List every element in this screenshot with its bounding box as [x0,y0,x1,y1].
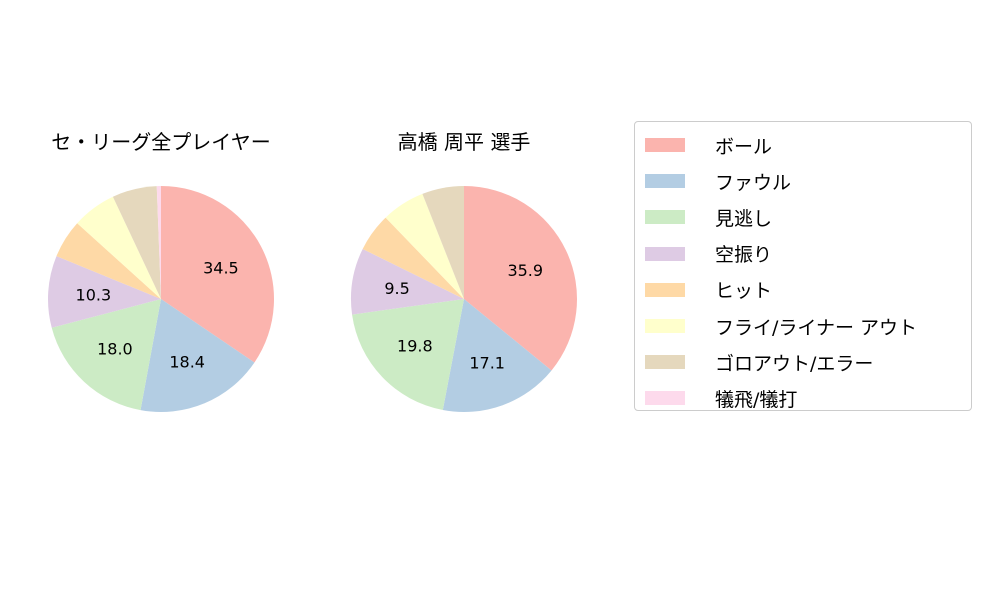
legend-item: 犠飛/犠打 [635,380,971,416]
legend-item: フライ/ライナー アウト [635,308,971,344]
pie-label-0-0: 34.5 [203,258,239,277]
legend: ボールファウル見逃し空振りヒットフライ/ライナー アウト ゴロアウト/エラー 犠飛/… [634,121,972,411]
pie-slice-0-5 [77,196,161,299]
legend-label: ファウル [715,171,792,194]
legend-label: ボール [715,135,773,158]
legend-swatch [645,355,685,370]
pie-slice-0-6 [112,186,161,299]
pie-label-1-0: 35.9 [507,261,543,280]
legend-label: ゴロアウト/エラー [715,352,874,375]
legend-label: 見逃し [715,207,773,230]
legend-item: ゴロアウト/エラー [635,344,971,380]
pie-label-1-3: 9.5 [384,279,409,298]
pie-label-1-2: 19.8 [397,337,433,356]
legend-swatch [645,246,685,261]
legend-swatch [645,138,685,153]
pie-slice-0-1 [140,299,255,412]
pie-label-0-3: 10.3 [76,286,112,305]
legend-item: 空振り [635,236,971,272]
legend-item: 見逃し [635,199,971,235]
pie-title-league: セ・リーグ全プレイヤー [51,130,271,154]
pie-slice-1-0 [464,186,578,371]
pie-label-0-2: 18.0 [97,340,133,359]
pie-slice-1-3 [350,248,464,315]
pie-slice-0-2 [51,299,161,411]
legend-label: ヒット [715,280,773,303]
pie-slice-1-6 [422,186,464,299]
pie-label-0-1: 18.4 [169,353,205,372]
pie-slice-0-4 [56,223,161,299]
legend-swatch [645,174,685,189]
pie-slice-1-5 [385,193,464,299]
pie-slice-0-3 [47,256,161,328]
legend-item: ヒット [635,272,971,308]
pie-slice-0-0 [161,186,274,363]
pie-slice-1-1 [442,299,552,413]
legend-label: 空振り [715,244,773,267]
pie-slice-1-2 [352,299,464,410]
pie-title-player: 高橋 周平 選手 [397,130,531,154]
legend-swatch [645,282,685,297]
pie-label-1-1: 17.1 [469,354,505,373]
legend-item: ボール [635,127,971,163]
legend-swatch [645,210,685,225]
pie-slice-0-7 [156,186,161,299]
legend-item: ファウル [635,163,971,199]
legend-label: 犠飛/犠打 [715,388,798,411]
legend-swatch [645,319,685,334]
legend-swatch [645,391,685,406]
pie-slice-1-4 [362,217,464,299]
legend-label: フライ/ライナー アウト [715,316,918,339]
